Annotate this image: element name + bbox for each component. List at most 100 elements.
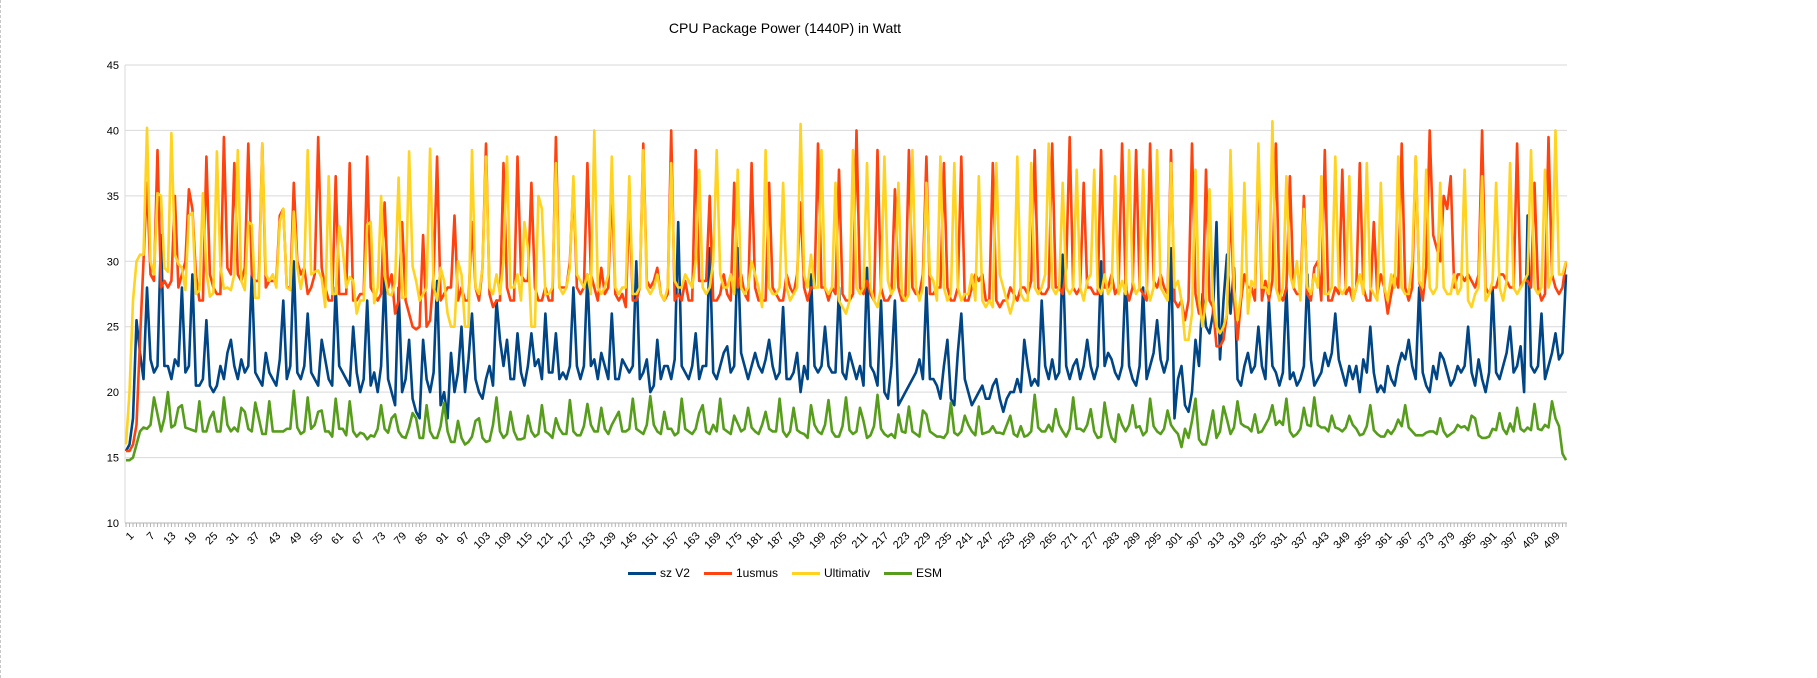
legend-label: sz V2 [659, 566, 690, 580]
x-tick-label: 385 [1457, 530, 1478, 551]
x-tick-label: 67 [350, 530, 367, 547]
x-tick-label: 187 [765, 530, 786, 551]
x-tick-label: 325 [1248, 530, 1269, 551]
legend-swatch-sz-v2 [627, 571, 656, 575]
x-tick-label: 175 [723, 530, 744, 551]
x-tick-label: 1 [124, 530, 137, 543]
x-tick-label: 355 [1352, 530, 1373, 551]
x-tick-label: 277 [1080, 530, 1101, 551]
y-tick-label: 15 [107, 453, 119, 465]
series-line-esm [126, 389, 1568, 462]
x-tick-label: 37 [245, 530, 262, 547]
x-tick-label: 85 [413, 530, 430, 547]
x-tick-label: 7 [145, 530, 158, 543]
legend: sz V2 1usmus Ultimativ ESM [1, 566, 1569, 580]
x-tick-label: 145 [618, 530, 639, 551]
x-tick-label: 43 [266, 530, 283, 547]
x-tick-label: 163 [681, 530, 702, 551]
x-tick-label: 217 [870, 530, 891, 551]
x-tick-label: 19 [182, 530, 199, 547]
y-tick-label: 40 [107, 125, 119, 137]
x-tick-label: 265 [1038, 530, 1059, 551]
x-tick-label: 313 [1206, 530, 1227, 551]
legend-label: Ultimativ [824, 566, 871, 580]
x-tick-label: 361 [1373, 530, 1394, 551]
x-tick-label: 295 [1143, 530, 1164, 551]
x-axis-tick-labels: 1 7 13 19 25 31 37 43 49 55 61 67 73 79 85 91 97 103 109 11… [124, 530, 1563, 551]
y-tick-label: 20 [107, 387, 119, 399]
x-tick-label: 409 [1541, 530, 1562, 551]
x-tick-label: 199 [807, 530, 828, 551]
legend-label: 1usmus [735, 566, 778, 580]
y-tick-label: 25 [107, 322, 119, 334]
x-tick-label: 25 [203, 530, 220, 547]
x-tick-label: 367 [1394, 530, 1415, 551]
x-tick-label: 73 [371, 530, 388, 547]
x-axis [124, 65, 1567, 527]
x-tick-label: 103 [472, 530, 493, 551]
x-tick-label: 127 [555, 530, 576, 551]
legend-swatch-ultimativ [792, 571, 820, 575]
x-tick-label: 229 [912, 530, 933, 551]
x-tick-label: 337 [1289, 530, 1310, 551]
x-tick-label: 403 [1520, 530, 1541, 551]
x-tick-label: 379 [1436, 530, 1457, 551]
series-line-sz-v2 [124, 214, 1568, 452]
x-tick-label: 55 [308, 530, 325, 547]
x-tick-label: 259 [1017, 530, 1038, 551]
x-tick-label: 289 [1122, 530, 1143, 551]
series-lines [124, 120, 1568, 462]
x-tick-label: 139 [597, 530, 618, 551]
x-tick-label: 211 [850, 530, 871, 551]
x-tick-label: 331 [1268, 530, 1289, 551]
legend-item-ultimativ: Ultimativ [792, 566, 870, 580]
y-tick-label: 30 [107, 256, 119, 268]
x-tick-label: 271 [1059, 530, 1080, 551]
x-tick-label: 109 [493, 530, 514, 551]
x-tick-label: 391 [1478, 530, 1499, 551]
legend-item-esm: ESM [884, 566, 942, 580]
x-tick-label: 151 [639, 530, 660, 551]
x-tick-label: 397 [1499, 530, 1520, 551]
x-tick-label: 169 [702, 530, 723, 551]
x-tick-label: 181 [744, 530, 765, 551]
x-tick-label: 97 [455, 530, 472, 547]
x-tick-label: 247 [975, 530, 996, 551]
legend-swatch-esm [884, 571, 913, 575]
x-tick-label: 157 [660, 530, 681, 551]
x-tick-label: 205 [828, 530, 849, 551]
x-tick-label: 223 [891, 530, 912, 551]
legend-item-sz-v2: sz V2 [627, 566, 690, 580]
x-tick-label: 241 [954, 530, 975, 551]
x-tick-label: 307 [1185, 530, 1206, 551]
x-tick-label: 31 [224, 530, 241, 547]
x-tick-label: 49 [287, 530, 304, 547]
x-tick-label: 13 [161, 530, 178, 547]
x-tick-label: 235 [933, 530, 954, 551]
legend-label: ESM [916, 566, 943, 580]
x-tick-label: 121 [535, 530, 556, 551]
x-tick-label: 253 [996, 530, 1017, 551]
legend-item-1usmus: 1usmus [703, 566, 778, 580]
x-tick-label: 343 [1310, 530, 1331, 551]
y-tick-label: 35 [107, 191, 119, 203]
y-tick-label: 45 [107, 60, 119, 72]
y-tick-label: 10 [107, 518, 119, 530]
y-axis-tick-labels: 10 15 20 25 30 35 40 45 [107, 60, 119, 530]
x-tick-label: 61 [329, 530, 346, 547]
series-line-1usmus [126, 129, 1568, 453]
x-tick-label: 349 [1331, 530, 1352, 551]
chart-title: CPU Package Power (1440P) in Watt [669, 20, 901, 36]
series-line-ultimativ [124, 120, 1568, 445]
x-tick-label: 79 [392, 530, 409, 547]
x-tick-label: 319 [1227, 530, 1248, 551]
x-tick-label: 193 [786, 530, 807, 551]
x-tick-label: 373 [1415, 530, 1436, 551]
x-tick-label: 115 [514, 530, 535, 551]
x-tick-label: 133 [576, 530, 597, 551]
x-tick-label: 91 [434, 530, 451, 547]
x-tick-label: 301 [1164, 530, 1185, 551]
legend-swatch-1usmus [703, 571, 732, 575]
